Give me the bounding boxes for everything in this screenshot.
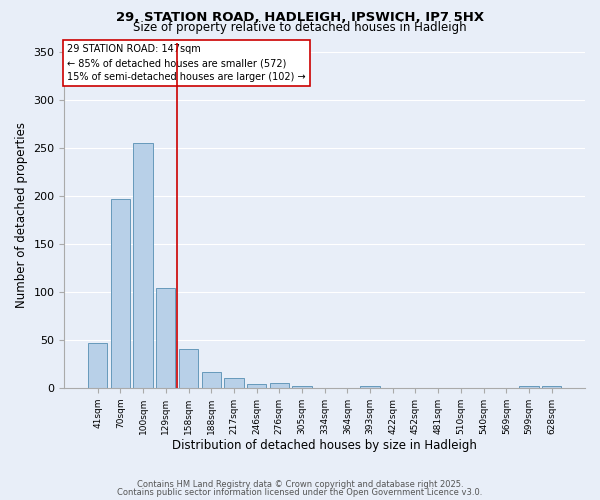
Bar — [247, 384, 266, 388]
Text: 29, STATION ROAD, HADLEIGH, IPSWICH, IP7 5HX: 29, STATION ROAD, HADLEIGH, IPSWICH, IP7… — [116, 11, 484, 24]
Y-axis label: Number of detached properties: Number of detached properties — [15, 122, 28, 308]
X-axis label: Distribution of detached houses by size in Hadleigh: Distribution of detached houses by size … — [172, 440, 477, 452]
Bar — [520, 386, 539, 388]
Text: 29 STATION ROAD: 147sqm
← 85% of detached houses are smaller (572)
15% of semi-d: 29 STATION ROAD: 147sqm ← 85% of detache… — [67, 44, 305, 82]
Bar — [133, 143, 153, 388]
Bar — [542, 386, 562, 388]
Text: Contains HM Land Registry data © Crown copyright and database right 2025.: Contains HM Land Registry data © Crown c… — [137, 480, 463, 489]
Bar — [224, 378, 244, 388]
Bar — [111, 199, 130, 388]
Text: Size of property relative to detached houses in Hadleigh: Size of property relative to detached ho… — [133, 22, 467, 35]
Bar — [179, 350, 198, 388]
Bar — [88, 343, 107, 388]
Text: Contains public sector information licensed under the Open Government Licence v3: Contains public sector information licen… — [118, 488, 482, 497]
Bar — [269, 383, 289, 388]
Bar — [156, 288, 175, 388]
Bar — [292, 386, 311, 388]
Bar — [202, 372, 221, 388]
Bar — [361, 386, 380, 388]
